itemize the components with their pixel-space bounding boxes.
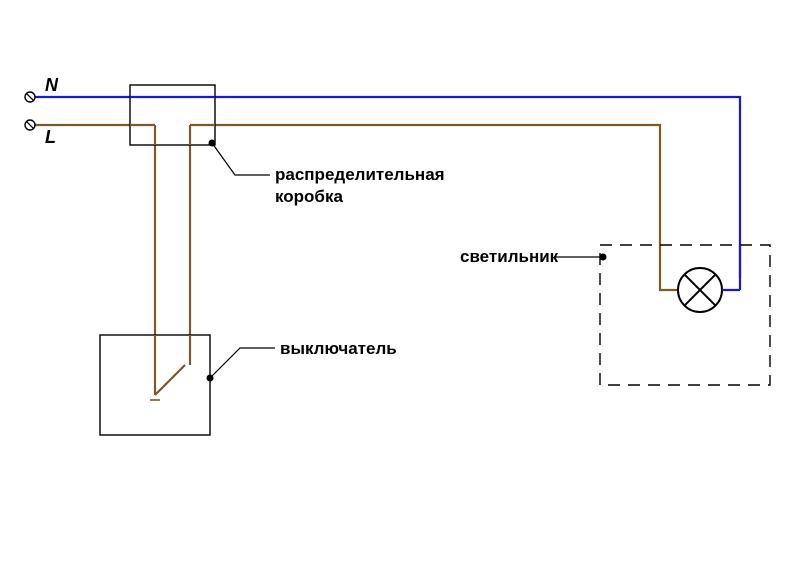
wiring-diagram: N Lраспределительная коробка выключатель све… <box>0 0 800 565</box>
lamp-symbol <box>678 268 722 312</box>
junction-box <box>130 85 215 145</box>
live-label: L <box>45 127 56 147</box>
junction-box-label-line2: коробка <box>275 187 343 206</box>
neutral-terminal <box>25 92 35 102</box>
leader-junction-box <box>212 143 270 175</box>
lamp-box <box>600 245 770 385</box>
switch-label: выключатель <box>280 339 397 358</box>
lamp-label: светильник <box>460 247 559 266</box>
junction-box-label-line1: распределительная <box>275 165 445 184</box>
live-wire-in <box>35 125 155 365</box>
leader-switch <box>210 348 275 378</box>
live-terminal <box>25 120 35 130</box>
neutral-label: N <box>45 75 59 95</box>
